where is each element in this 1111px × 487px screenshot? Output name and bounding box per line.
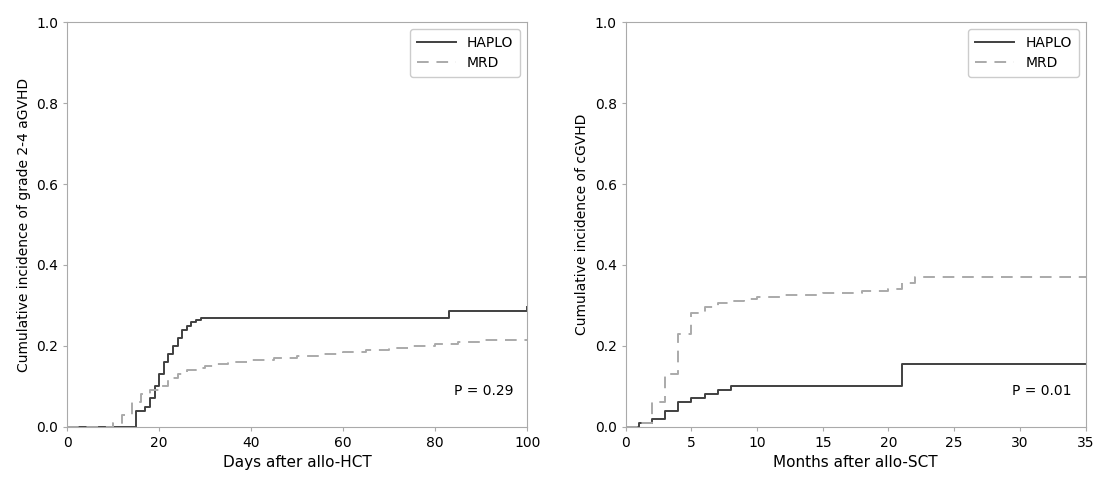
Legend: HAPLO, MRD: HAPLO, MRD (410, 29, 520, 76)
Text: P = 0.29: P = 0.29 (454, 384, 513, 398)
X-axis label: Days after allo-HCT: Days after allo-HCT (223, 455, 371, 470)
Y-axis label: Cumulative incidence of grade 2-4 aGVHD: Cumulative incidence of grade 2-4 aGVHD (17, 77, 31, 372)
Y-axis label: Cumulative incidence of cGVHD: Cumulative incidence of cGVHD (575, 114, 589, 335)
X-axis label: Months after allo-SCT: Months after allo-SCT (773, 455, 938, 470)
Text: P = 0.01: P = 0.01 (1012, 384, 1072, 398)
Legend: HAPLO, MRD: HAPLO, MRD (969, 29, 1079, 76)
